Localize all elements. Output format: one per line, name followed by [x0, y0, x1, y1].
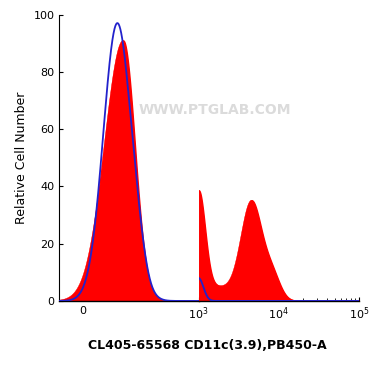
Text: WWW.PTGLAB.COM: WWW.PTGLAB.COM [138, 103, 291, 117]
Text: CL405-65568 CD11c(3.9),PB450-A: CL405-65568 CD11c(3.9),PB450-A [88, 339, 326, 352]
Y-axis label: Relative Cell Number: Relative Cell Number [15, 92, 28, 224]
